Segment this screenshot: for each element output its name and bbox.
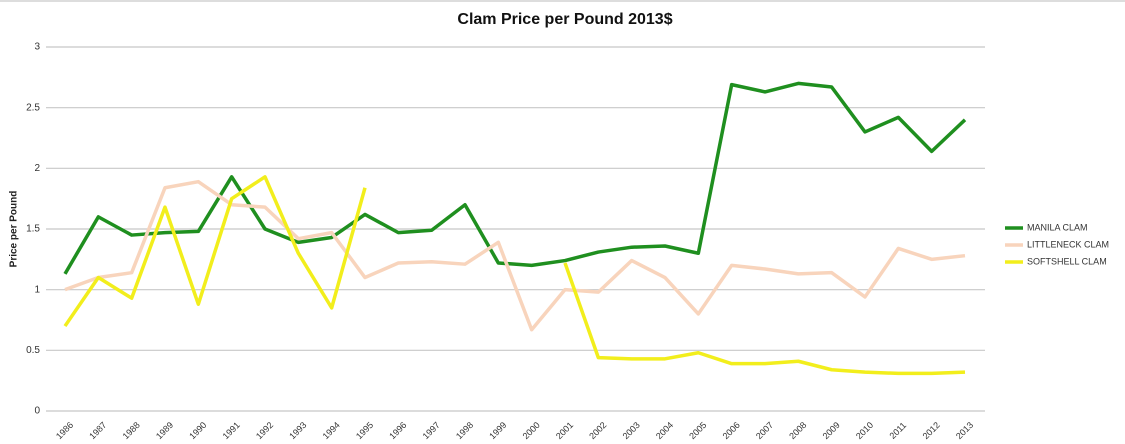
x-tick-label: 1990: [187, 420, 208, 441]
y-tick-label: 1.5: [26, 224, 40, 235]
x-tick-label: 2013: [954, 420, 975, 441]
x-tick-label: 1989: [154, 420, 175, 441]
legend-label: MANILA CLAM: [1027, 222, 1088, 232]
legend-label: LITTLENECK CLAM: [1027, 239, 1109, 249]
series-line: [63, 175, 966, 376]
chart-title: Clam Price per Pound 2013$: [457, 11, 672, 28]
legend-label: SOFTSHELL CLAM: [1027, 256, 1107, 266]
x-tick-label: 2005: [687, 420, 708, 441]
x-tick-label: 2004: [654, 420, 675, 441]
x-tick-label: 1996: [387, 420, 408, 441]
x-tick-label: 2006: [721, 420, 742, 441]
y-tick-label: 2: [34, 163, 40, 174]
x-tick-label: 1999: [487, 420, 508, 441]
x-tick-label: 1995: [354, 420, 375, 441]
y-tick-label: 2.5: [26, 102, 40, 113]
x-tick-label: 2003: [621, 420, 642, 441]
x-tick-label: 1994: [321, 420, 342, 441]
x-tick-label: 1987: [87, 420, 108, 441]
x-tick-label: 1997: [421, 420, 442, 441]
x-tick-label: 2001: [554, 420, 575, 441]
x-tick-label: 1998: [454, 420, 475, 441]
y-axis-label: Price per Pound: [9, 191, 20, 268]
x-tick-label: 2009: [821, 420, 842, 441]
y-tick-label: 1: [34, 284, 40, 295]
series-line: [63, 81, 967, 275]
series-line: [64, 179, 966, 332]
x-tick-label: 1991: [221, 420, 242, 441]
x-tick-label: 1992: [254, 420, 275, 441]
x-tick-label: 1988: [121, 420, 142, 441]
y-tick-label: 0: [34, 406, 40, 417]
x-tick-label: 1993: [287, 420, 308, 441]
x-tick-label: 2012: [921, 420, 942, 441]
x-tick-label: 2008: [787, 420, 808, 441]
x-tick-label: 2007: [754, 420, 775, 441]
y-tick-label: 0.5: [26, 345, 40, 356]
x-tick-label: 2000: [521, 420, 542, 441]
x-tick-label: 2010: [854, 420, 875, 441]
x-tick-label: 2011: [888, 420, 909, 441]
x-tick-label: 1986: [54, 420, 75, 441]
y-tick-label: 3: [34, 42, 40, 53]
x-tick-label: 2002: [587, 420, 608, 441]
